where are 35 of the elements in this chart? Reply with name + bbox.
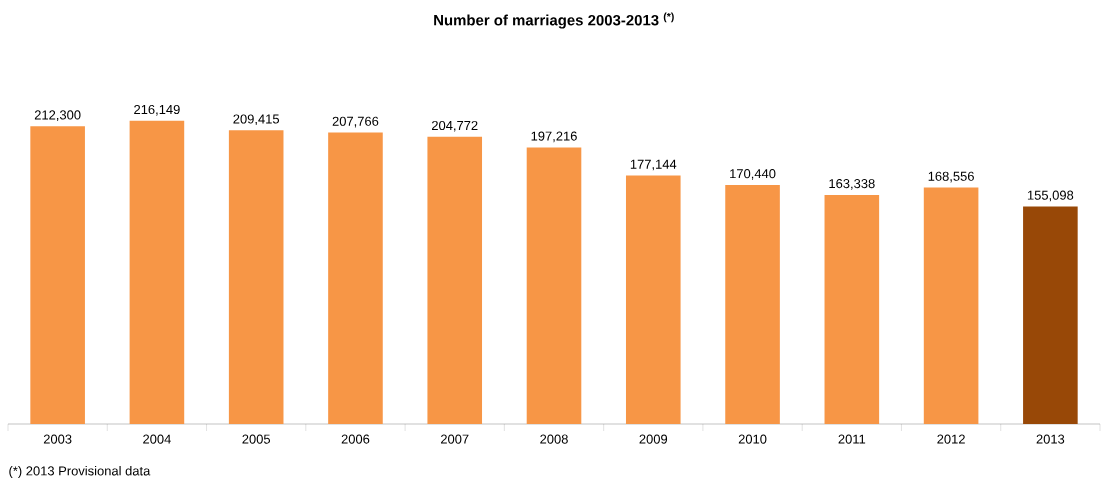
x-tick-label: 2009: [639, 434, 668, 444]
x-tick-label: 2007: [440, 434, 469, 444]
x-tick-label: 2008: [540, 434, 568, 444]
x-tick-label: 2011: [838, 434, 866, 444]
data-label: 170,440: [730, 169, 776, 180]
x-tick-label: 2003: [43, 434, 72, 444]
data-label: 197,216: [531, 131, 577, 143]
x-tick-label: 2005: [242, 434, 271, 444]
x-tick-label: 2010: [738, 434, 767, 444]
x-tick-label: 2012: [937, 434, 965, 444]
bar: [824, 194, 880, 424]
data-label: 163,338: [829, 179, 875, 190]
bar: [129, 120, 185, 424]
x-tick-label: 2006: [341, 434, 370, 444]
data-label: 177,144: [630, 159, 677, 171]
bar: [725, 184, 780, 424]
data-label: 207,766: [332, 116, 379, 128]
bar: [1023, 206, 1078, 424]
data-label: 155,098: [1027, 190, 1074, 202]
bar: [625, 175, 681, 424]
bar: [328, 132, 383, 424]
data-label: 168,556: [928, 171, 974, 183]
data-label: 212,300: [34, 110, 81, 122]
bar: [427, 136, 483, 424]
bar: [526, 147, 582, 424]
data-label: 216,149: [134, 104, 180, 116]
data-label: 209,415: [233, 114, 280, 126]
data-label: 204,772: [431, 120, 478, 132]
chart-title: Number of marriages 2003-2013 $^{(*)}$: [434, 12, 674, 29]
x-tick-label: 2004: [143, 434, 171, 444]
bar: [228, 130, 284, 424]
bar: [923, 187, 979, 424]
bar: [30, 126, 85, 424]
x-tick-label: 2013: [1036, 434, 1065, 444]
text: (*) 2013 Provisional data: [9, 465, 151, 479]
